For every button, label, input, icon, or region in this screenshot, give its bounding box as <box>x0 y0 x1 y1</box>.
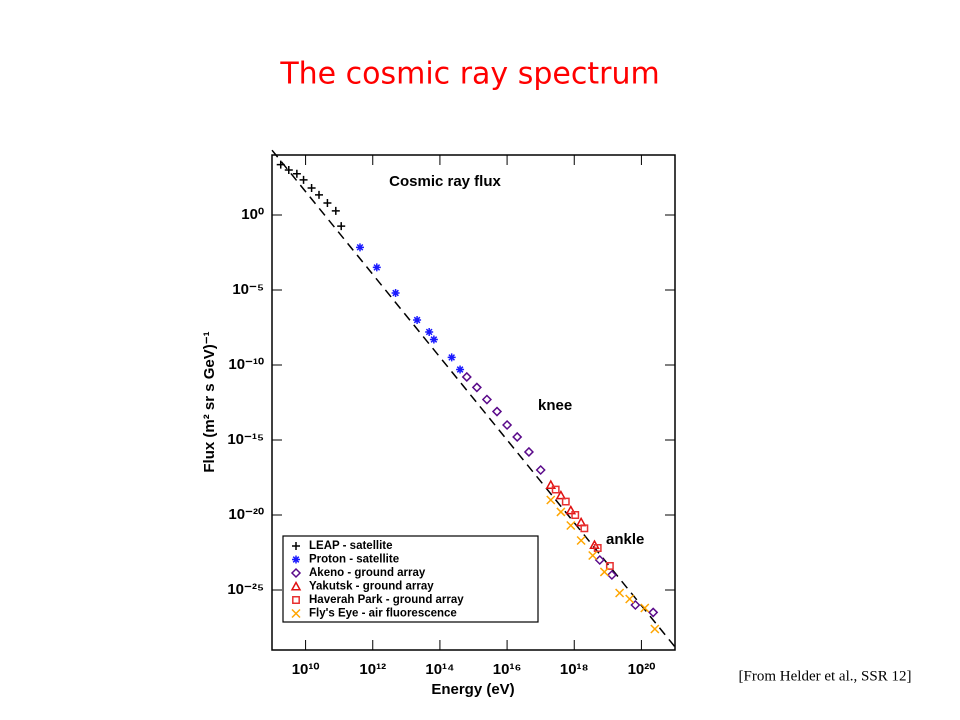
x-tick-label: 10¹⁰ <box>292 661 320 678</box>
x-tick-label: 10¹⁸ <box>560 661 589 678</box>
chart-title: Cosmic ray flux <box>389 173 501 190</box>
data-point <box>580 524 589 533</box>
legend-marker <box>290 580 302 591</box>
data-point <box>425 327 434 336</box>
data-point <box>331 206 340 215</box>
y-tick-label: 10⁻¹⁵ <box>227 431 264 448</box>
data-point <box>299 175 308 184</box>
data-point <box>545 479 557 489</box>
data-point <box>555 489 567 500</box>
data-point <box>502 419 513 431</box>
data-point <box>606 569 617 581</box>
y-axis-label: Flux (m² sr s GeV)⁻¹ <box>201 331 218 472</box>
data-point <box>461 371 472 382</box>
legend-marker <box>292 596 300 604</box>
y-tick-label: 10⁻⁵ <box>232 281 264 298</box>
x-tick-label: 10²⁰ <box>628 661 656 678</box>
data-point <box>594 554 605 566</box>
data-point <box>284 166 293 174</box>
legend-box <box>282 535 539 623</box>
x-tick-label: 10¹⁴ <box>425 661 454 678</box>
y-tick-label: 10⁻²⁵ <box>227 581 264 598</box>
data-point <box>523 446 534 457</box>
x-tick-label: 10¹² <box>359 661 386 678</box>
data-point <box>648 607 659 618</box>
data-point <box>456 365 465 374</box>
annotation: ankle <box>606 531 644 548</box>
slide-title: The cosmic ray spectrum <box>279 57 659 92</box>
data-point <box>593 544 602 552</box>
legend-marker <box>290 567 302 579</box>
data-point <box>588 550 598 561</box>
data-point <box>640 603 650 613</box>
legend-label: Akeno - ground array <box>309 567 426 579</box>
data-point <box>337 222 346 231</box>
y-tick-label: 10⁻²⁰ <box>228 506 264 523</box>
legend-label: LEAP - satellite <box>309 540 393 552</box>
data-point <box>599 567 609 577</box>
legend-marker <box>291 608 301 619</box>
data-point <box>561 497 570 506</box>
data-point <box>372 263 381 272</box>
data-point <box>576 535 586 546</box>
data-point <box>566 520 576 531</box>
data-point <box>630 599 641 611</box>
data-point <box>307 184 316 193</box>
legend-label: Yakutsk - ground array <box>309 581 434 593</box>
data-point <box>481 394 492 405</box>
data-point <box>491 406 503 417</box>
legend-marker <box>292 542 300 550</box>
y-tick-label: 10⁰ <box>241 206 264 223</box>
data-point <box>471 382 482 393</box>
plot-frame <box>271 154 676 651</box>
data-point <box>355 243 364 252</box>
data-point <box>615 588 625 598</box>
data-point <box>535 464 546 476</box>
data-point <box>546 495 556 505</box>
data-point <box>571 511 580 519</box>
x-tick-label: 10¹⁶ <box>493 661 522 678</box>
data-point <box>315 190 324 199</box>
legend-marker <box>292 555 300 564</box>
legend-label: Fly's Eye - air fluorescence <box>309 608 457 620</box>
data-point <box>565 504 577 515</box>
y-tick-label: 10⁻¹⁰ <box>228 356 264 373</box>
data-point <box>551 485 560 494</box>
x-axis-label: Energy (eV) <box>431 681 514 698</box>
data-point <box>276 160 285 169</box>
data-point <box>512 431 523 442</box>
reference-line <box>271 149 676 648</box>
data-point <box>292 169 301 178</box>
data-point <box>625 594 635 604</box>
data-point <box>413 316 422 324</box>
legend-label: Haverah Park - ground array <box>309 594 464 606</box>
source-note: [From Helder et al., SSR 12] <box>739 668 912 684</box>
legend-label: Proton - satellite <box>309 554 399 566</box>
annotation: knee <box>538 397 572 414</box>
data-point <box>429 335 438 344</box>
data-point <box>605 562 614 570</box>
data-point <box>323 199 332 208</box>
data-point <box>556 507 566 517</box>
data-point <box>447 353 456 362</box>
data-point <box>650 624 660 634</box>
data-point <box>391 289 400 298</box>
